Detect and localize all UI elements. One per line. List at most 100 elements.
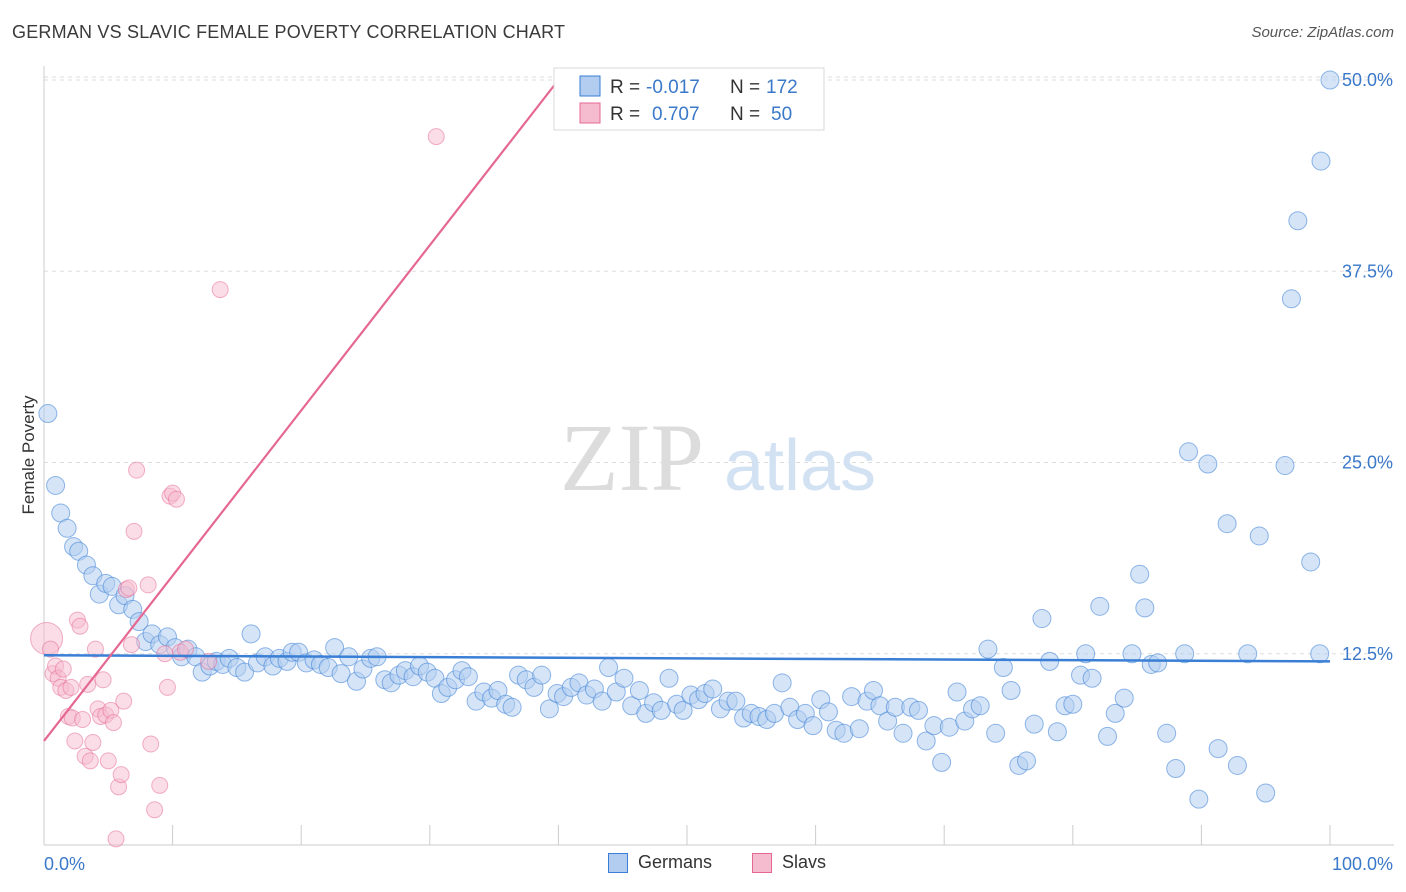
slav-point-47: [211, 281, 229, 299]
x-tick-labels: 0.0% 100.0%: [44, 854, 1393, 874]
legend-label-germans: Germans: [638, 852, 713, 872]
german-point-136: [1024, 714, 1044, 734]
german-point-79: [592, 691, 612, 711]
german-point-144: [1082, 668, 1102, 688]
german-point-156: [1179, 442, 1199, 462]
slav-point-18: [84, 733, 102, 751]
german-point-165: [1256, 783, 1276, 803]
slav-point-41: [158, 678, 176, 696]
german-point-154: [1157, 723, 1177, 743]
german-point-126: [947, 682, 967, 702]
slav-point-30: [115, 692, 133, 710]
german-point-90: [673, 700, 693, 720]
slav-point-22: [94, 671, 112, 689]
german-trend-line: [43, 654, 1331, 663]
german-point-30: [241, 624, 261, 644]
german-point-113: [849, 719, 869, 739]
german-point-103: [772, 673, 792, 693]
legend-top: R = -0.017 N = 172 R = 0.707 N = 50: [553, 67, 825, 131]
slav-point-29: [112, 766, 130, 784]
german-point-121: [908, 700, 928, 720]
slav-point-1: [41, 640, 59, 658]
legend-german-r-label: R =: [610, 77, 640, 98]
legend-german-swatch: [579, 75, 601, 97]
legend-swatch-slavs: [752, 852, 772, 873]
slav-point-24: [99, 752, 117, 770]
german-point-109: [818, 702, 838, 722]
german-point-148: [1114, 688, 1134, 708]
slav-point-40: [156, 645, 174, 663]
german-point-71: [532, 665, 552, 685]
slav-point-19: [86, 640, 104, 658]
german-point-130: [978, 639, 998, 659]
german-point-151: [1135, 598, 1155, 618]
slav-point-9: [62, 678, 80, 696]
slav-point-32: [120, 579, 138, 597]
german-point-150: [1130, 564, 1150, 584]
german-point-132: [993, 658, 1013, 678]
german-point-161: [1217, 514, 1237, 534]
german-point-72: [539, 699, 559, 719]
german-point-160: [1208, 739, 1228, 759]
slav-point-35: [128, 461, 146, 479]
german-point-133: [1001, 680, 1021, 700]
legend-item-slavs: Slavs: [752, 852, 826, 873]
german-point-143: [1076, 644, 1096, 664]
legend-item-germans: Germans: [608, 852, 712, 873]
y-axis-label: Female Poverty: [19, 395, 38, 515]
german-point-169: [1310, 644, 1330, 664]
german-point-82: [614, 668, 634, 688]
german-point-124: [932, 752, 952, 772]
german-point-129: [970, 696, 990, 716]
y-tick-labels: 12.5% 25.0% 37.5% 50.0%: [1342, 70, 1393, 664]
slav-point-37: [142, 735, 160, 753]
slav-point-17: [81, 752, 99, 770]
german-point-158: [1189, 789, 1209, 809]
german-point-3: [57, 518, 77, 538]
slav-point-13: [71, 617, 89, 635]
german-point-135: [1017, 751, 1037, 771]
slav-point-38: [146, 801, 164, 819]
german-point-162: [1227, 755, 1247, 775]
slav-point-11: [66, 732, 84, 750]
german-point-138: [1040, 651, 1060, 671]
german-point-149: [1122, 644, 1142, 664]
german-point-139: [1047, 722, 1067, 742]
german-point-94: [703, 679, 723, 699]
german-point-122: [916, 731, 936, 751]
german-point-97: [726, 691, 746, 711]
legend-german-n-value: 172: [766, 77, 798, 98]
slav-point-48: [427, 128, 445, 146]
german-point-1: [46, 475, 66, 495]
german-point-172: [1288, 211, 1308, 231]
axes: [43, 66, 1394, 846]
german-point-147: [1105, 703, 1125, 723]
german-point-166: [1275, 456, 1295, 476]
legend-slav-r-label: R =: [610, 104, 640, 125]
y-tick-label-3: 50.0%: [1342, 70, 1393, 90]
watermark-atlas: atlas: [724, 426, 876, 506]
german-point-43: [331, 664, 351, 684]
legend-swatch-germans: [608, 852, 628, 873]
german-point-141: [1063, 694, 1083, 714]
german-point-167: [1281, 289, 1301, 309]
german-point-168: [1301, 552, 1321, 572]
german-point-137: [1032, 609, 1052, 629]
y-tick-label-0: 12.5%: [1342, 644, 1393, 664]
german-point-171: [1311, 151, 1331, 171]
german-point-67: [502, 697, 522, 717]
source-label: Source: ZipAtlas.com: [1251, 24, 1394, 41]
german-point-84: [629, 680, 649, 700]
legend-slav-n-label: N =: [730, 104, 760, 125]
german-point-145: [1090, 596, 1110, 616]
x-tick-label-0: 0.0%: [44, 854, 85, 874]
y-tick-label-1: 25.0%: [1342, 453, 1393, 473]
slav-point-33: [122, 636, 140, 654]
german-point-153: [1148, 653, 1168, 673]
chart-title: GERMAN VS SLAVIC FEMALE POVERTY CORRELAT…: [12, 22, 566, 42]
german-point-163: [1238, 644, 1258, 664]
german-points: [38, 70, 1340, 809]
slav-points: [30, 128, 445, 848]
trend-lines: [43, 79, 1331, 742]
